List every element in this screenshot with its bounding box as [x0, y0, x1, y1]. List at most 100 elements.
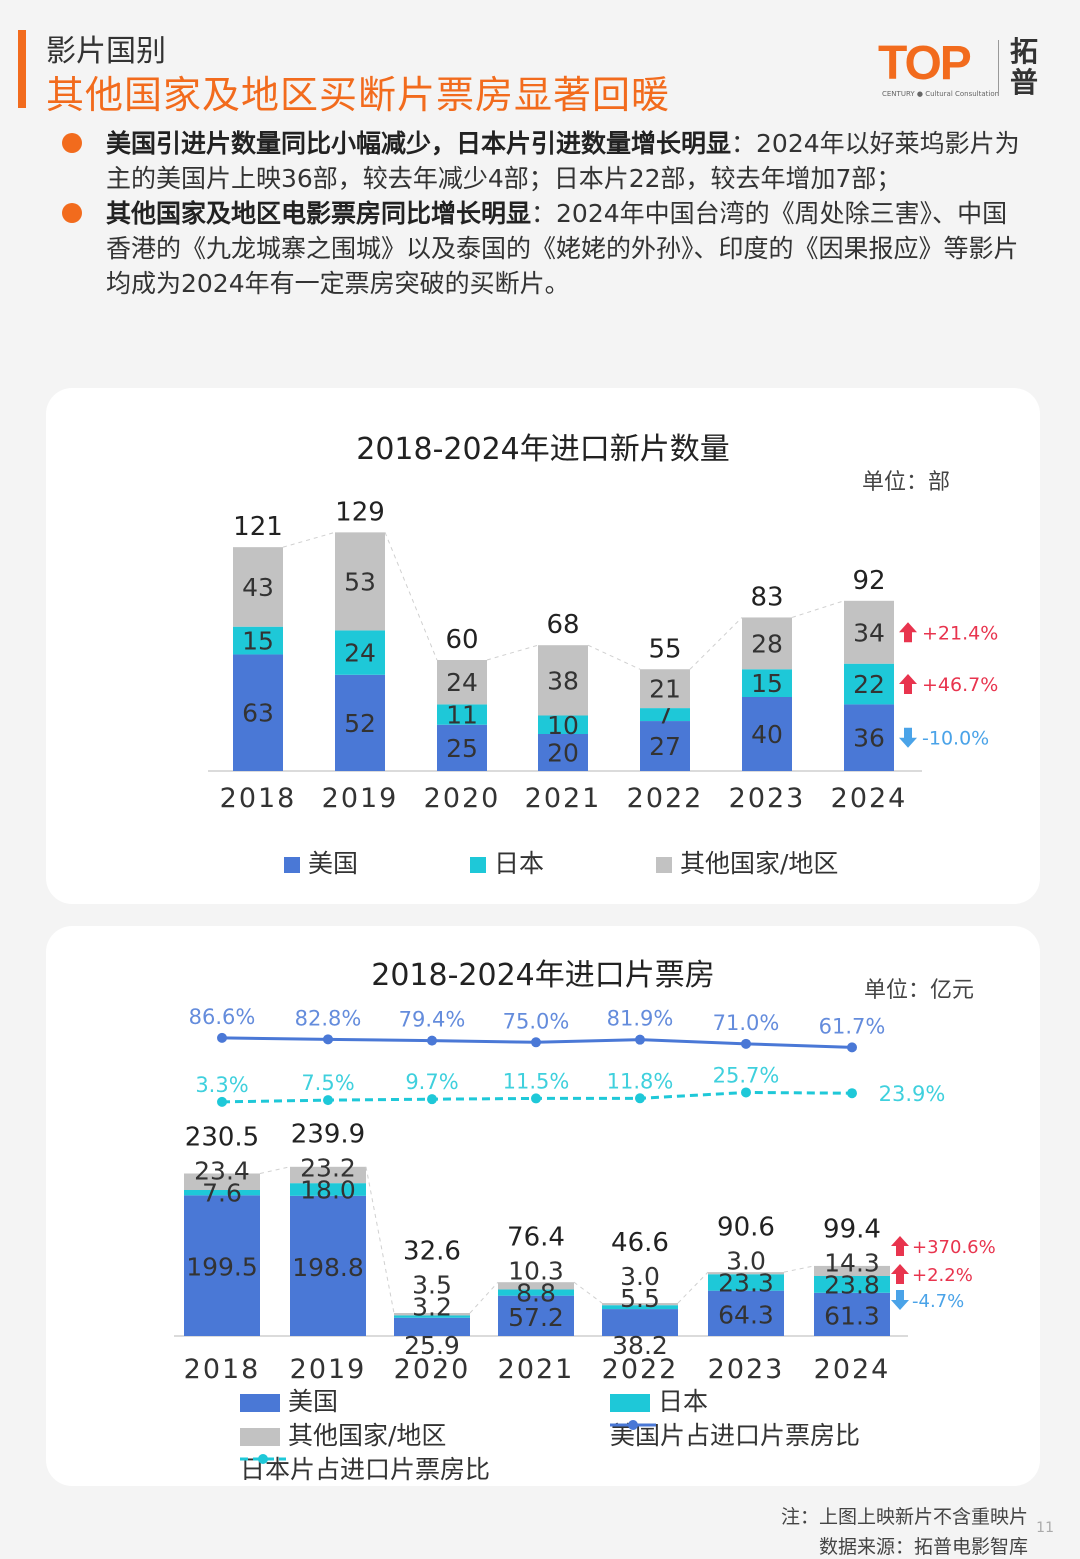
section-label: 影片国别 [46, 34, 166, 69]
x-tick-label: 2021 [525, 783, 602, 814]
bar-segment [742, 669, 792, 697]
bar-label: 52 [344, 709, 376, 738]
box-office-chart: 199.5 7.623.4 230.5 2018 198.8 18.023.2 239.9 2… [174, 1005, 996, 1385]
change-label: +370.6% [912, 1237, 996, 1258]
bar-label: 27 [649, 732, 681, 761]
bar-segment [538, 715, 588, 734]
bar-segment [844, 704, 894, 771]
connector-line [689, 617, 743, 670]
arrow-down-icon [899, 727, 917, 748]
bar-label: 10.3 [508, 1257, 564, 1286]
bar-segment [290, 1183, 366, 1196]
bar-segment [437, 724, 487, 771]
bar-label: 57.2 [508, 1303, 564, 1332]
legend-item-other: 其他国家/地区 [656, 844, 838, 880]
bar-segment [290, 1195, 366, 1336]
change-label: -4.7% [912, 1291, 964, 1312]
bullet-lead: 美国引进片数量同比小幅减少，日本片引进数量增长明显 [106, 129, 732, 158]
x-tick-label: 2022 [602, 1354, 679, 1385]
bar-segment [844, 600, 894, 664]
bar-label: 23.8 [824, 1270, 880, 1299]
arrow-up-icon [891, 1264, 909, 1284]
usa-share-label: 75.0% [503, 1009, 570, 1033]
legend-line-swatch [240, 1454, 286, 1464]
bar-segment [498, 1282, 574, 1290]
change-label: +46.7% [922, 674, 998, 696]
bar-segment [394, 1315, 470, 1318]
bar-label: 63 [242, 699, 274, 728]
bar-label: 38 [547, 666, 579, 695]
bar-label: 14.3 [824, 1248, 880, 1277]
bar-label: 23.2 [300, 1154, 356, 1183]
bar-label: 3.5 [412, 1271, 452, 1300]
x-tick-label: 2021 [498, 1354, 575, 1385]
legend-label: 美国 [308, 849, 359, 878]
bar-segment [184, 1173, 260, 1190]
bar-label: 21 [649, 675, 681, 704]
japan-share-point [741, 1087, 751, 1098]
connector-line [677, 1271, 709, 1304]
title-accent-bar [18, 30, 26, 108]
connector-line [587, 644, 641, 670]
bar-segment [335, 532, 385, 631]
legend-swatch [610, 1394, 650, 1412]
change-label: +21.4% [922, 622, 998, 644]
bar-label: 3.0 [726, 1246, 766, 1275]
bar-segment [742, 697, 792, 771]
bar-label: 11 [446, 701, 478, 730]
data-source: 数据来源：拓普电影智库 [818, 1536, 1028, 1558]
bar-label: 15 [242, 627, 274, 656]
legend-label: 日本 [658, 1387, 709, 1416]
logo-subtitle: CENTURY ● Cultural Consultation [882, 90, 1000, 98]
usa-share-label: 81.9% [607, 1007, 674, 1031]
total-label: 68 [546, 610, 579, 640]
usa-share-point [741, 1038, 751, 1049]
bar-segment [184, 1195, 260, 1336]
usa-share-label: 71.0% [713, 1011, 780, 1035]
bar-label: 23.3 [718, 1268, 774, 1297]
bar-segment [708, 1272, 784, 1275]
bar-segment [708, 1290, 784, 1336]
legend-label: 美国 [288, 1387, 339, 1416]
bar-segment [814, 1265, 890, 1277]
bar-label: 10 [547, 711, 579, 740]
film-count-chart: 6315431212018522453129201925112460202020… [208, 497, 998, 814]
bar-segment [184, 1189, 260, 1196]
x-tick-label: 2024 [814, 1354, 891, 1385]
connector-line [384, 532, 438, 661]
bullet-text: ：2024年以好莱坞影片为主的美国片上映36部，较去年减少4部；日本片22部，较… [106, 129, 1020, 193]
chart-title: 2018-2024年进口新片数量 [356, 432, 730, 467]
x-tick-label: 2023 [708, 1354, 785, 1385]
bar-label: 5.5 [620, 1284, 660, 1313]
japan-share-label: 25.7% [713, 1063, 780, 1087]
bar-label: 25 [446, 734, 478, 763]
x-tick-label: 2022 [627, 783, 704, 814]
bar-segment [602, 1305, 678, 1310]
bar-label: 40 [751, 720, 783, 749]
x-tick-label: 2019 [290, 1354, 367, 1385]
bar-label: 24 [446, 668, 478, 697]
change-label: -10.0% [922, 728, 989, 750]
bar-segment [844, 663, 894, 705]
bar-segment [640, 669, 690, 709]
usa-share-label: 61.7% [819, 1014, 886, 1038]
bar-segment [602, 1309, 678, 1336]
bar-segment [498, 1289, 574, 1296]
bar-label: 198.8 [292, 1253, 364, 1282]
bar-segment [640, 708, 690, 722]
total-label: 90.6 [717, 1212, 775, 1242]
bar-segment [742, 617, 792, 670]
legend-item-usa: 美国 [284, 844, 358, 880]
usa-share-point [217, 1032, 227, 1043]
bar-label: 34 [853, 618, 885, 647]
bar-segment [538, 645, 588, 716]
arrow-down-icon [891, 1290, 909, 1310]
total-label: 46.6 [611, 1228, 669, 1258]
japan-share-point [635, 1093, 645, 1104]
japan-share-point [427, 1094, 437, 1105]
total-label: 230.5 [185, 1123, 259, 1153]
legend-item-other: 其他国家/地区 [240, 1416, 446, 1452]
usa-share-label: 82.8% [295, 1006, 362, 1030]
legend-line-swatch [610, 1420, 656, 1430]
bar-label: 20 [547, 739, 579, 768]
